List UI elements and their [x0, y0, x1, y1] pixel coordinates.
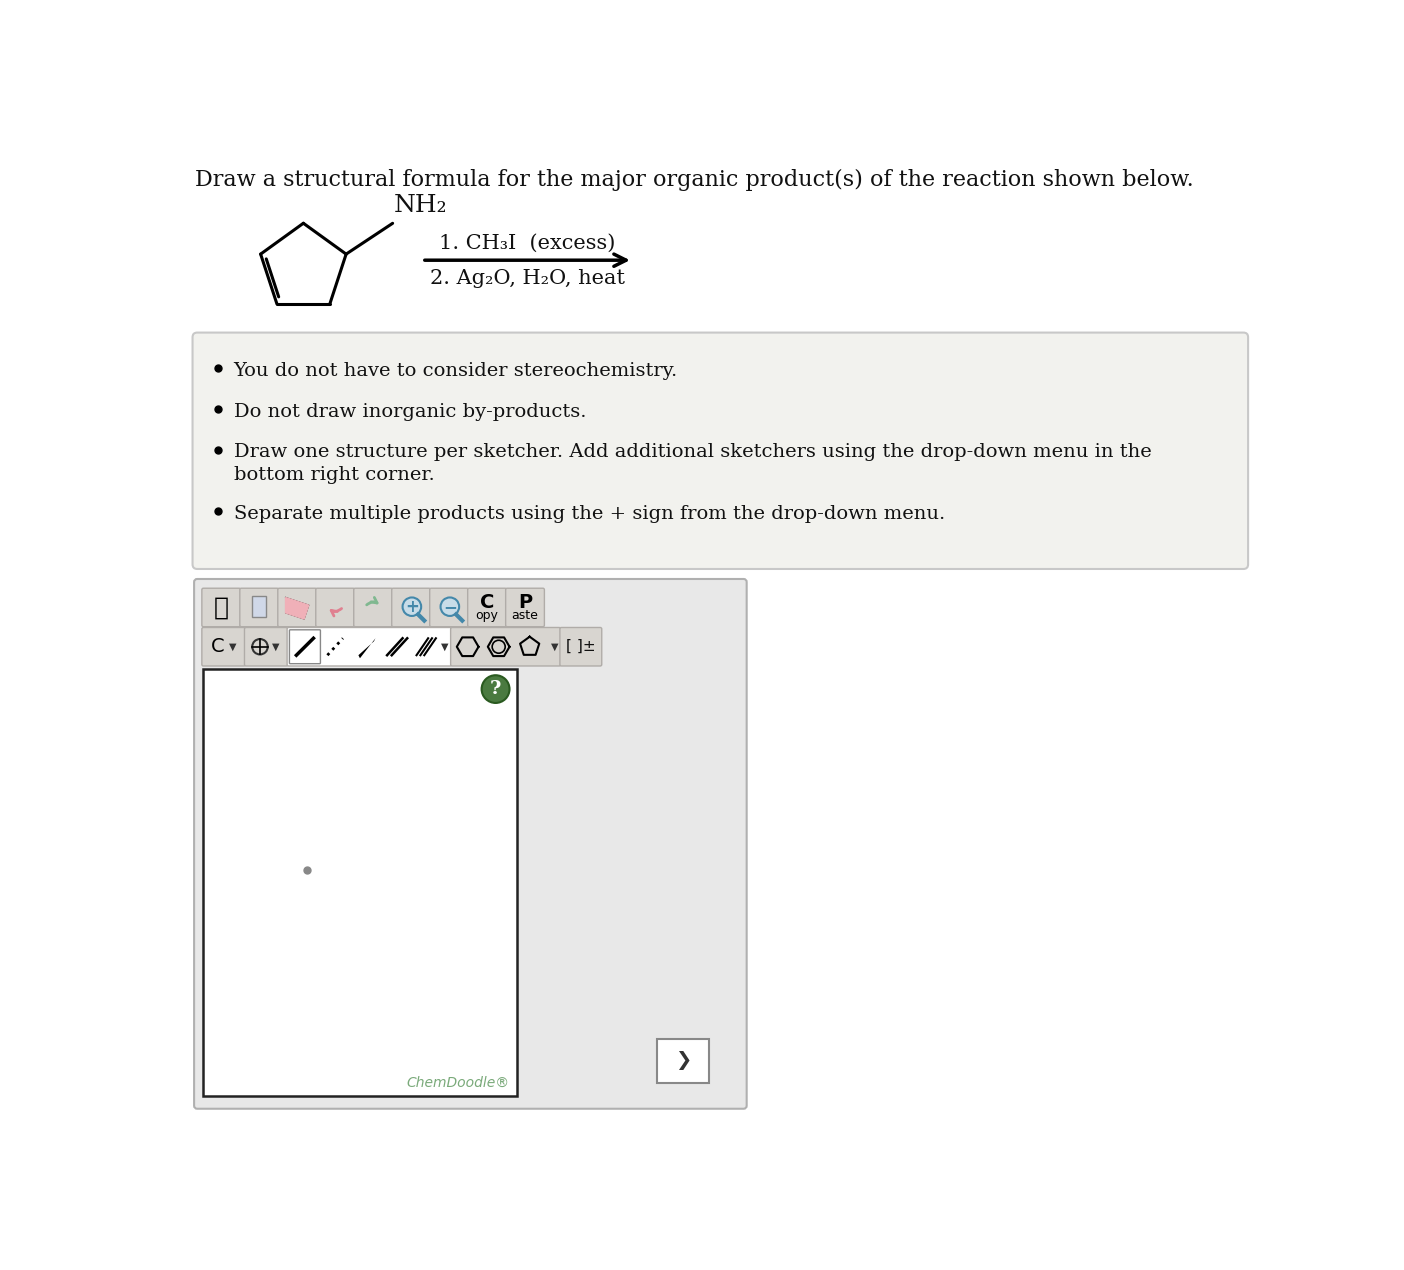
Text: 1. CH₃I  (excess): 1. CH₃I (excess) [439, 234, 615, 253]
Text: [ ]±: [ ]± [566, 639, 595, 654]
Text: ▼: ▼ [272, 641, 279, 652]
FancyBboxPatch shape [560, 627, 602, 665]
Polygon shape [358, 639, 375, 658]
Text: Do not draw inorganic by-products.: Do not draw inorganic by-products. [233, 403, 585, 420]
Polygon shape [285, 597, 309, 618]
Text: 2. Ag₂O, H₂O, heat: 2. Ag₂O, H₂O, heat [430, 269, 625, 288]
FancyBboxPatch shape [240, 588, 278, 626]
Circle shape [403, 597, 421, 616]
FancyBboxPatch shape [286, 627, 452, 665]
Bar [657, 1039, 709, 1083]
Text: ?: ? [490, 681, 501, 698]
Text: +: + [404, 598, 418, 616]
FancyBboxPatch shape [505, 588, 545, 626]
Text: opy: opy [476, 608, 498, 622]
FancyBboxPatch shape [468, 588, 507, 626]
Text: ▼: ▼ [550, 641, 559, 652]
Text: ▼: ▼ [441, 641, 449, 652]
Text: Draw a structural formula for the major organic product(s) of the reaction shown: Draw a structural formula for the major … [195, 169, 1193, 192]
Text: ChemDoodle®: ChemDoodle® [406, 1076, 510, 1090]
FancyBboxPatch shape [430, 588, 469, 626]
Text: Separate multiple products using the + sign from the drop-down menu.: Separate multiple products using the + s… [233, 505, 945, 523]
Bar [253, 596, 267, 617]
Text: ❯: ❯ [675, 1052, 691, 1071]
FancyBboxPatch shape [202, 627, 246, 665]
Text: −: − [442, 598, 456, 616]
Text: NH₂: NH₂ [395, 194, 448, 217]
FancyBboxPatch shape [244, 627, 288, 665]
FancyBboxPatch shape [194, 579, 747, 1109]
FancyBboxPatch shape [451, 627, 560, 665]
FancyBboxPatch shape [354, 588, 393, 626]
FancyBboxPatch shape [192, 333, 1248, 569]
Text: C: C [480, 593, 494, 612]
FancyBboxPatch shape [202, 588, 240, 626]
FancyBboxPatch shape [316, 588, 355, 626]
Text: C: C [211, 638, 225, 657]
FancyBboxPatch shape [392, 588, 431, 626]
Circle shape [441, 597, 459, 616]
FancyBboxPatch shape [289, 630, 320, 664]
Text: P: P [518, 593, 532, 612]
Text: You do not have to consider stereochemistry.: You do not have to consider stereochemis… [233, 362, 678, 380]
FancyBboxPatch shape [278, 588, 316, 626]
Text: ✋: ✋ [213, 596, 229, 620]
Circle shape [482, 676, 510, 704]
Bar [204, 669, 517, 1096]
Text: ▼: ▼ [229, 641, 237, 652]
Text: Draw one structure per sketcher. Add additional sketchers using the drop-down me: Draw one structure per sketcher. Add add… [233, 443, 1151, 484]
Text: aste: aste [511, 608, 539, 622]
